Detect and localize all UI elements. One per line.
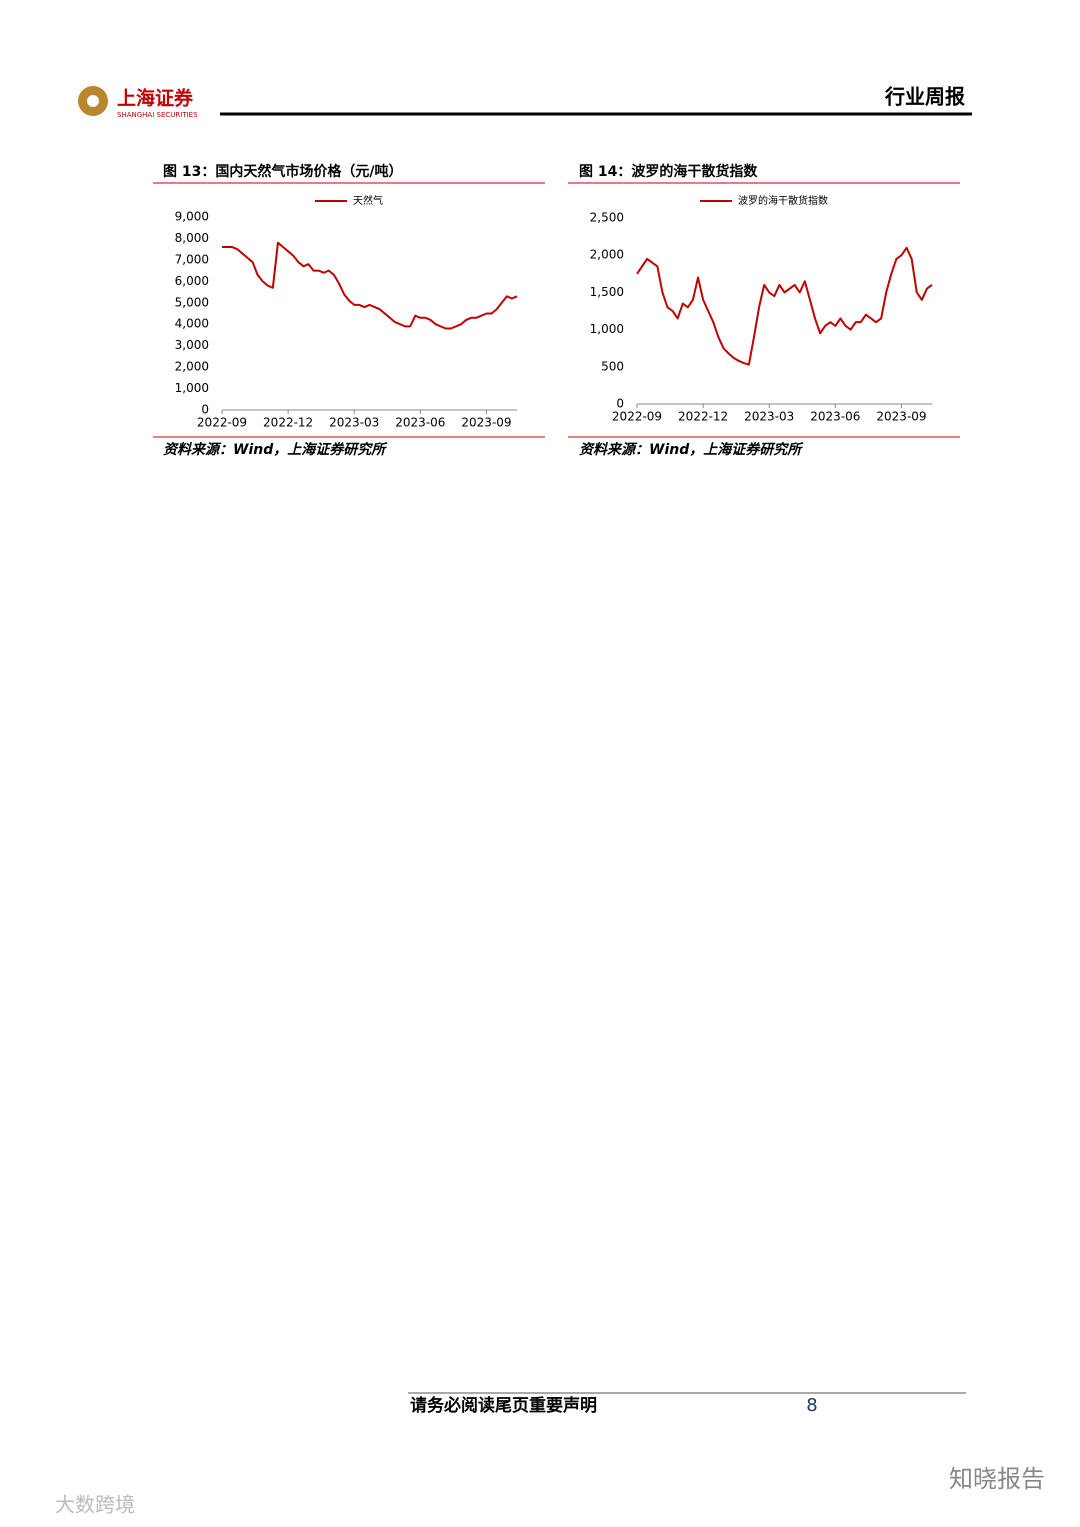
x-tick-label: 2023-09 [461, 416, 511, 430]
x-tick-label: 2023-06 [810, 410, 860, 424]
figure-source: 资料来源：Wind，上海证券研究所 [163, 441, 388, 458]
x-tick-label: 2023-09 [876, 410, 926, 424]
legend-label: 波罗的海干散货指数 [738, 194, 828, 207]
y-tick-label: 0 [616, 397, 624, 411]
y-tick-label: 1,000 [590, 322, 624, 336]
x-tick-label: 2022-09 [612, 410, 662, 424]
y-tick-label: 500 [601, 359, 624, 373]
y-tick-label: 1,500 [590, 285, 624, 299]
y-tick-label: 7,000 [175, 252, 209, 266]
x-tick-label: 2023-06 [395, 416, 445, 430]
y-tick-label: 2,500 [590, 211, 624, 225]
y-tick-label: 1,000 [175, 381, 209, 395]
logo [78, 86, 108, 116]
logo-mark-center [87, 95, 99, 107]
y-tick-label: 5,000 [175, 295, 209, 309]
series-line [222, 241, 518, 330]
logo-sub: SHANGHAI SECURITIES [117, 111, 198, 119]
series-line [636, 246, 933, 366]
y-tick-label: 6,000 [175, 274, 209, 288]
watermark: 大数跨境 [55, 1493, 135, 1517]
section-title: 行业周报 [884, 85, 965, 109]
figure-title: 图 14：波罗的海干散货指数 [579, 163, 758, 180]
watermark: 知晓报告 [949, 1465, 1045, 1493]
y-tick-label: 4,000 [175, 317, 209, 331]
x-tick-label: 2022-12 [678, 410, 728, 424]
y-tick-label: 3,000 [175, 338, 209, 352]
y-tick-label: 2,000 [590, 248, 624, 262]
logo-text: 上海证券 [117, 87, 194, 110]
x-tick-label: 2022-09 [197, 416, 247, 430]
y-tick-label: 2,000 [175, 360, 209, 374]
legend-label: 天然气 [353, 194, 383, 207]
x-tick-label: 2023-03 [329, 416, 379, 430]
figure-title: 图 13：国内天然气市场价格（元/吨） [163, 163, 402, 180]
x-tick-label: 2022-12 [263, 416, 313, 430]
y-tick-label: 0 [201, 403, 209, 417]
figure-source: 资料来源：Wind，上海证券研究所 [579, 441, 804, 458]
page-number: 8 [806, 1395, 817, 1416]
y-tick-label: 8,000 [175, 231, 209, 245]
x-tick-label: 2023-03 [744, 410, 794, 424]
y-tick-label: 9,000 [175, 210, 209, 224]
footer-notice: 请务必阅读尾页重要声明 [410, 1395, 597, 1416]
